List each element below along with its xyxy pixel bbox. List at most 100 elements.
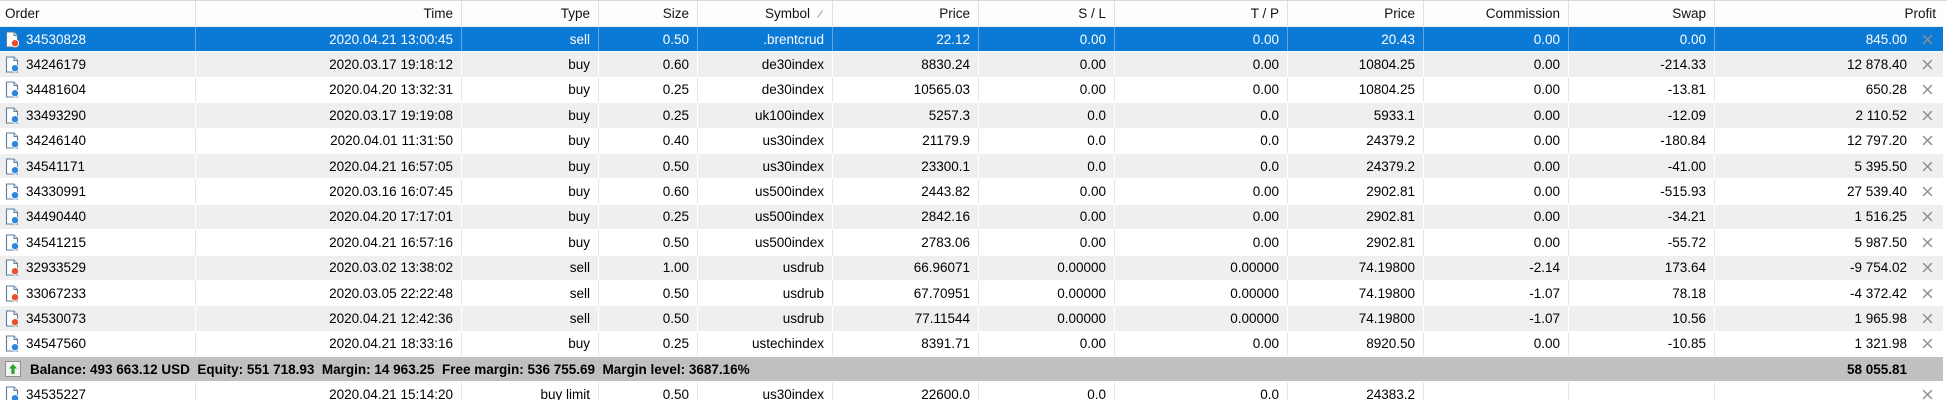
column-header-sl[interactable]: S / L	[979, 1, 1115, 26]
close-order-button[interactable]	[1915, 334, 1939, 354]
cell-profit	[1715, 382, 1911, 400]
account-summary-text: Balance: 493 663.12 USD Equity: 551 718.…	[30, 361, 750, 377]
cell-tp: 0.0	[1115, 103, 1288, 128]
cell-order: 34481604	[0, 77, 196, 103]
close-icon	[1922, 85, 1932, 95]
close-order-button[interactable]	[1915, 232, 1939, 252]
close-order-button[interactable]	[1915, 283, 1939, 303]
order-row[interactable]: 34246140 2020.04.01 11:31:50 buy 0.40 us30in…	[0, 128, 1943, 154]
cell-price_open: 21179.9	[833, 128, 979, 153]
cell-swap: -214.33	[1569, 52, 1715, 77]
order-row[interactable]: 34547560 2020.04.21 18:33:16 buy 0.25 ustech…	[0, 331, 1943, 358]
order-row[interactable]: 34330991 2020.03.16 16:07:45 buy 0.60 us500i…	[0, 179, 1943, 205]
cell-price_open: 66.96071	[833, 255, 979, 280]
close-cell	[1911, 306, 1943, 330]
order-number: 34246140	[26, 133, 87, 149]
cell-type: buy	[462, 331, 599, 357]
column-header-price_open[interactable]: Price	[833, 1, 979, 26]
column-header-size[interactable]: Size	[599, 1, 698, 26]
cell-commission: 0.00	[1424, 153, 1569, 179]
cell-tp: 0.00000	[1115, 280, 1288, 306]
cell-order: 34530828	[0, 27, 196, 52]
balance-row[interactable]: Balance: 493 663.12 USD Equity: 551 718.…	[0, 357, 1943, 383]
column-header-swap[interactable]: Swap	[1569, 1, 1715, 26]
cell-swap: 0.00	[1569, 27, 1715, 52]
close-order-button[interactable]	[1915, 182, 1939, 202]
cell-swap: -55.72	[1569, 230, 1715, 255]
buy-order-icon	[5, 81, 19, 99]
cell-time: 2020.03.16 16:07:45	[196, 179, 462, 204]
order-row[interactable]: 33067233 2020.03.05 22:22:48 sell 0.50 usdru…	[0, 280, 1943, 307]
close-order-button[interactable]	[1915, 156, 1939, 176]
cell-time: 2020.04.20 13:32:31	[196, 77, 462, 103]
cell-time: 2020.03.17 19:18:12	[196, 52, 462, 77]
cell-profit: -4 372.42	[1849, 285, 1907, 301]
column-header-label: Profit	[1904, 6, 1936, 21]
close-order-button[interactable]	[1915, 105, 1939, 125]
close-order-button[interactable]	[1915, 258, 1939, 278]
column-header-type[interactable]: Type	[462, 1, 599, 26]
column-header-symbol[interactable]: Symbol	[698, 1, 833, 26]
close-cell	[1911, 129, 1943, 153]
close-order-button[interactable]	[1915, 29, 1939, 49]
cell-tp: 0.00	[1115, 331, 1288, 357]
cell-time: 2020.04.20 17:17:01	[196, 204, 462, 230]
cell-tp: 0.00	[1115, 27, 1288, 52]
close-icon	[1922, 34, 1932, 44]
column-header-label: Price	[939, 6, 970, 21]
column-header-tp[interactable]: T / P	[1115, 1, 1288, 26]
order-row[interactable]: 34541171 2020.04.21 16:57:05 buy 0.50 us30in…	[0, 153, 1943, 180]
order-row[interactable]: 34530073 2020.04.21 12:42:36 sell 0.50 usdru…	[0, 306, 1943, 332]
close-cell	[1911, 27, 1943, 51]
close-order-button[interactable]	[1915, 55, 1939, 75]
column-header-profit[interactable]: Profit	[1715, 1, 1943, 26]
cell-price_open: 23300.1	[833, 153, 979, 179]
close-order-button[interactable]	[1915, 131, 1939, 151]
column-header-time[interactable]: Time	[196, 1, 462, 26]
close-icon	[1922, 110, 1932, 121]
cell-price_open: 2842.16	[833, 204, 979, 230]
cell-price_open: 2443.82	[833, 179, 979, 204]
column-header-price_current[interactable]: Price	[1288, 1, 1424, 26]
cell-swap: -34.21	[1569, 204, 1715, 230]
cell-order: 34541171	[0, 153, 196, 179]
close-order-button[interactable]	[1915, 80, 1939, 100]
cell-type: sell	[462, 280, 599, 306]
column-header-order[interactable]: Order	[0, 1, 196, 26]
order-number: 32933529	[26, 260, 87, 276]
order-row[interactable]: 33493290 2020.03.17 19:19:08 buy 0.25 uk100i…	[0, 103, 1943, 129]
cell-swap: 10.56	[1569, 306, 1715, 331]
pending-order-row[interactable]: 34535227 2020.04.21 15:14:20 buy limit 0.50…	[0, 382, 1943, 400]
close-order-button[interactable]	[1915, 308, 1939, 328]
order-row[interactable]: 34490440 2020.04.20 17:17:01 buy 0.25 us500i…	[0, 204, 1943, 231]
cell-profit: 5 395.50	[1854, 158, 1907, 174]
order-row[interactable]: 34541215 2020.04.21 16:57:16 buy 0.50 us500i…	[0, 230, 1943, 256]
close-order-button[interactable]	[1915, 385, 1939, 400]
cell-profit: 1 965.98	[1854, 310, 1907, 326]
cell-symbol: usdrub	[698, 306, 833, 331]
table-body: 34530828 2020.04.21 13:00:45 sell 0.50 .bren…	[0, 27, 1947, 400]
order-row[interactable]: 34246179 2020.03.17 19:18:12 buy 0.60 de30in…	[0, 52, 1943, 78]
order-row[interactable]: 32933529 2020.03.02 13:38:02 sell 1.00 usdru…	[0, 255, 1943, 281]
cell-commission: 0.00	[1424, 103, 1569, 128]
column-header-label: S / L	[1078, 6, 1106, 21]
close-order-button[interactable]	[1915, 207, 1939, 227]
cell-sl: 0.00	[979, 230, 1115, 255]
cell-size: 0.50	[599, 230, 698, 255]
cell-symbol: usdrub	[698, 280, 833, 306]
cell-sl: 0.00000	[979, 306, 1115, 331]
cell-time: 2020.04.21 16:57:16	[196, 230, 462, 255]
cell-price_current: 24383.2	[1288, 382, 1424, 400]
cell-type: buy	[462, 230, 599, 255]
cell-sl: 0.0	[979, 153, 1115, 179]
column-header-commission[interactable]: Commission	[1424, 1, 1569, 26]
order-row[interactable]: 34530828 2020.04.21 13:00:45 sell 0.50 .bren…	[0, 27, 1943, 53]
buy-order-icon	[5, 335, 19, 352]
order-row[interactable]: 34481604 2020.04.20 13:32:31 buy 0.25 de30in…	[0, 77, 1943, 104]
cell-size: 0.25	[599, 103, 698, 128]
cell-price_open: 22.12	[833, 27, 979, 52]
buy-order-icon	[5, 132, 19, 149]
cell-price_current: 74.19800	[1288, 306, 1424, 331]
cell-profit: 5 987.50	[1854, 234, 1907, 250]
cell-sl: 0.00000	[979, 255, 1115, 280]
